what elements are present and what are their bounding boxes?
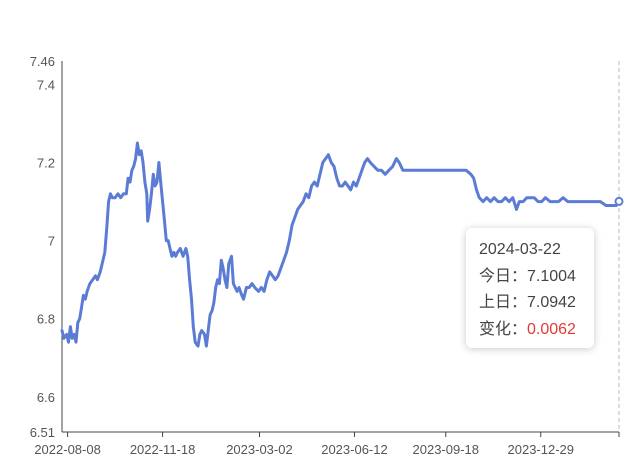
x-tick-label: 2023-03-02 (226, 442, 293, 457)
hover-point (614, 196, 624, 206)
tooltip-yesterday: 上日：7.0942 (479, 290, 594, 317)
y-tick-label: 7.4 (37, 77, 55, 92)
series-line (60, 141, 621, 348)
tooltip-yesterday-value: 7.0942 (527, 294, 576, 311)
tooltip-yesterday-label: 上日： (479, 294, 528, 311)
x-tick-label: 2023-09-18 (413, 442, 480, 457)
tooltip-change-label: 变化： (479, 320, 528, 338)
y-tick-label: 6.8 (37, 312, 55, 327)
tooltip: 2024-03-22 今日：7.1004 上日：7.0942 变化：0.0062 (466, 228, 594, 348)
tooltip-today-value: 7.1004 (527, 267, 576, 285)
y-axis-ticks: 6.51 6.6 6.8 7 7.2 7.4 7.46 (30, 54, 55, 440)
y-tick-label: 7.46 (30, 54, 55, 69)
tooltip-date: 2024-03-22 (479, 241, 561, 258)
y-tick-label: 6.6 (37, 390, 55, 405)
x-tick-label: 2022-08-08 (34, 442, 101, 457)
tooltip-today-label: 今日： (479, 267, 528, 285)
y-tick-label: 6.51 (30, 425, 55, 440)
tooltip-today: 今日：7.1004 (479, 264, 594, 291)
x-tick-label: 2022-11-18 (130, 442, 196, 457)
x-tick-label: 2023-12-29 (508, 442, 575, 457)
tooltip-change-value: 0.0062 (527, 320, 576, 338)
y-tick-label: 7.2 (37, 156, 55, 171)
x-axis-ticks: 2022-08-08 2022-11-18 2023-03-02 2023-06-12… (34, 432, 620, 457)
x-tick-label: 2023-06-12 (321, 442, 388, 457)
y-tick-label: 7 (48, 234, 55, 249)
tooltip-change: 变化：0.0062 (479, 317, 594, 344)
